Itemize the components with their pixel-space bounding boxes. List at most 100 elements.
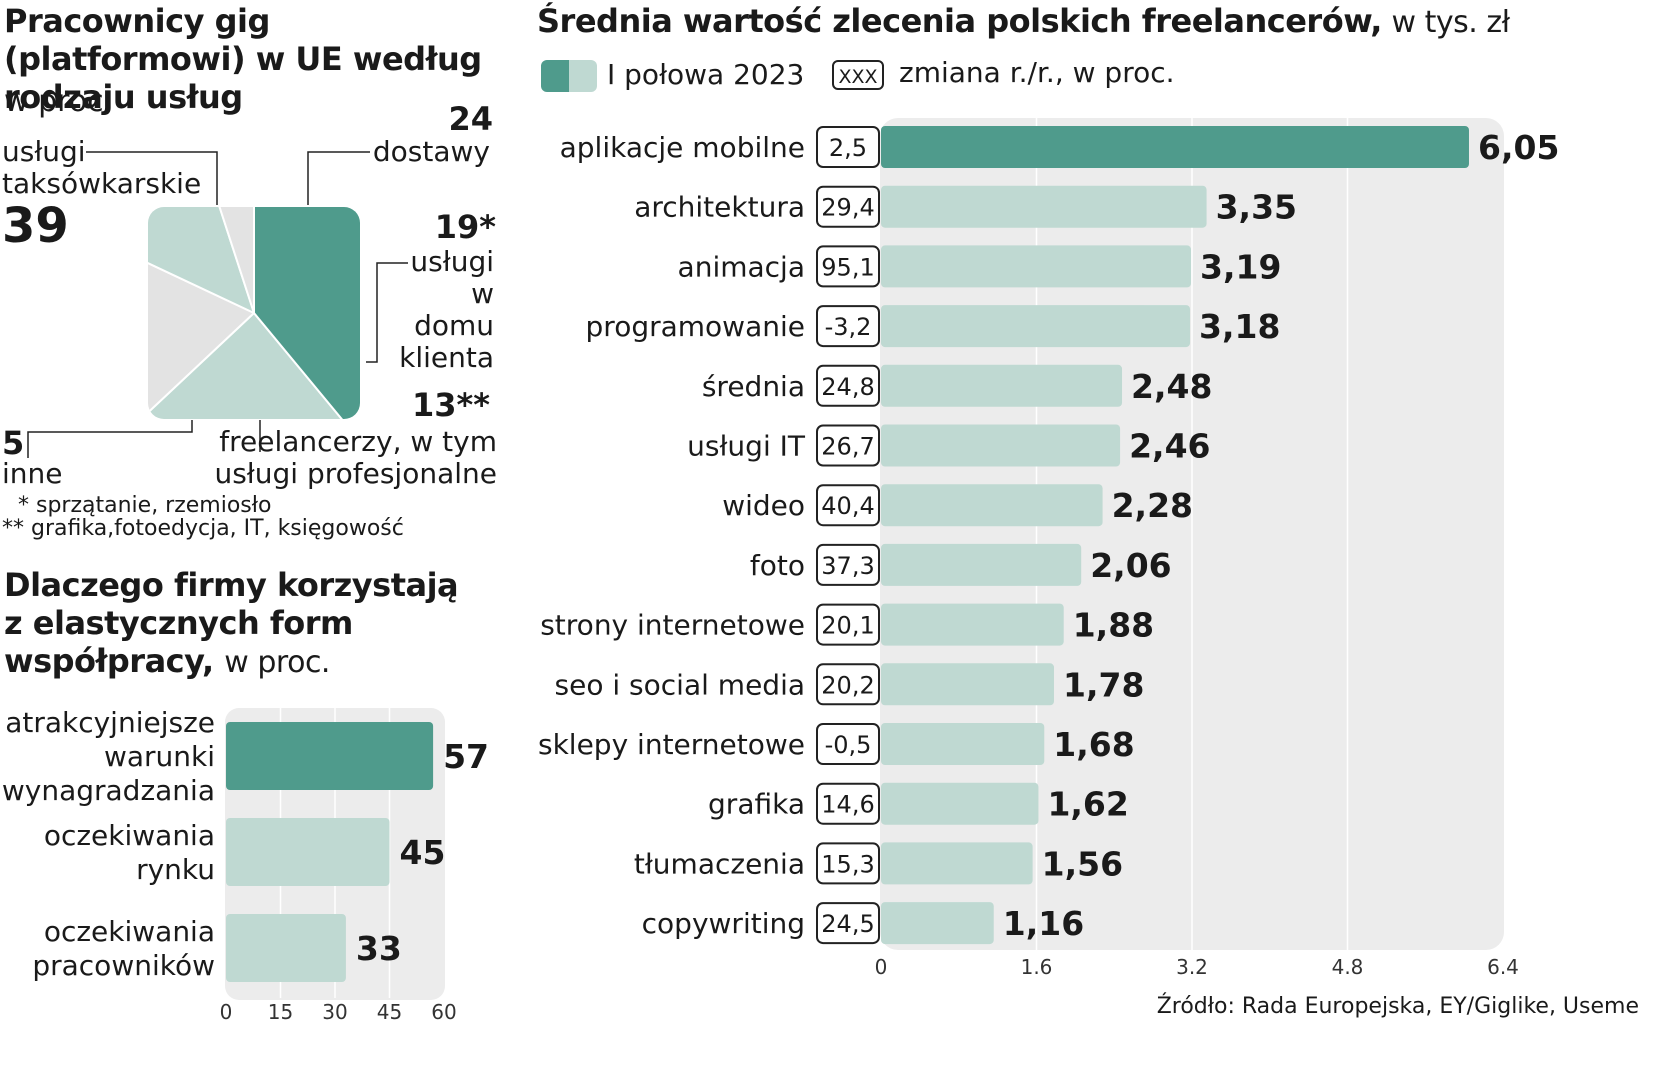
legend-label-change: zmiana r./r., w proc.: [899, 56, 1175, 89]
main-chart: 6,05 2,5 aplikacje mobilne 3,35 29,4 architek…: [538, 118, 1559, 979]
reasons-category-label: rynku: [136, 853, 215, 886]
main-category-label: programowanie: [586, 310, 805, 343]
main-change-value: 95,1: [821, 253, 874, 281]
pie-note-2: ** grafika,fotoedycja, IT, księgowość: [2, 516, 404, 541]
main-change-box: [816, 902, 880, 945]
reasons-category-label: oczekiwania: [44, 915, 215, 948]
main-title: Średnia wartość zlecenia polskich freela…: [537, 2, 1510, 40]
main-change-box: [816, 185, 880, 228]
pie-value-delivery: 24: [448, 100, 493, 138]
main-change-value: 15,3: [821, 850, 874, 878]
pie-label-other: inne: [2, 457, 63, 490]
pie-slice-other: [200, 207, 255, 314]
main-value-label: 1,56: [1042, 844, 1123, 883]
pie-chart: [27, 151, 408, 458]
main-category-label: seo i social media: [555, 668, 805, 701]
main-value-label: 1,68: [1053, 725, 1134, 764]
main-bar: [881, 126, 1469, 168]
reasons-bar: [226, 818, 390, 886]
main-category-label: usługi IT: [687, 430, 806, 463]
pie-value-taxi: 39: [2, 198, 69, 254]
main-category-label: architektura: [634, 191, 805, 224]
main-change-value: -3,2: [825, 313, 872, 341]
legend-swatch-dark: [541, 60, 569, 92]
main-value-label: 3,35: [1216, 188, 1297, 227]
main-change-box: [816, 782, 880, 825]
main-category-label: foto: [750, 549, 805, 582]
legend-label-half-2023: I połowa 2023: [607, 58, 805, 91]
main-category-label: wideo: [722, 489, 805, 522]
main-value-label: 1,62: [1047, 785, 1128, 824]
legend-swatch-light: [569, 60, 597, 92]
main-change-value: 26,7: [821, 433, 874, 461]
main-tick-label: 3.2: [1176, 955, 1208, 979]
main-change-value: 14,6: [821, 791, 874, 819]
main-value-label: 3,19: [1200, 247, 1281, 286]
reasons-tick-label: 60: [431, 1000, 456, 1024]
main-tick-label: 1.6: [1021, 955, 1053, 979]
main-category-label: aplikacje mobilne: [560, 131, 805, 164]
main-tick-label: 6.4: [1487, 955, 1519, 979]
main-category-label: tłumaczenia: [634, 847, 805, 880]
main-bar: [881, 245, 1192, 288]
main-change-value: 24,8: [821, 373, 874, 401]
reasons-tick-label: 30: [322, 1000, 347, 1024]
pie-slice-delivery: [148, 311, 360, 419]
reasons-tick-label: 0: [220, 1000, 233, 1024]
main-bar: [881, 484, 1103, 527]
main-bar: [881, 364, 1123, 407]
main-category-label: średnia: [702, 370, 805, 403]
main-bar: [881, 723, 1045, 765]
pie-value-home-services: 19*: [434, 208, 496, 246]
main-change-box: [816, 603, 880, 646]
reasons-tick-label: 45: [377, 1000, 402, 1024]
main-change-box: [816, 663, 880, 706]
main-change-box: [816, 543, 880, 586]
pie-slice-home-services: [148, 239, 256, 419]
main-change-value: 24,5: [821, 910, 874, 938]
pie-label-taxi: usługi taksówkarskie: [2, 135, 202, 200]
main-change-box: [816, 364, 880, 407]
main-change-box: [816, 424, 880, 467]
reasons-value-label: 57: [443, 737, 489, 776]
pie-title: Pracownicy gig (platformowi) w UE według…: [4, 2, 482, 116]
leader-home: [366, 262, 408, 363]
reasons-value-label: 45: [400, 833, 446, 872]
main-bar: [881, 782, 1039, 825]
main-bar: [881, 842, 1033, 885]
main-bar: [881, 902, 994, 945]
pie-note-1: * sprzątanie, rzemiosło: [18, 493, 272, 518]
main-bar: [881, 543, 1082, 586]
main-change-value: 40,4: [821, 492, 874, 520]
main-value-label: 1,88: [1073, 606, 1154, 645]
reasons-value-label: 33: [356, 929, 402, 968]
main-tick-label: 4.8: [1332, 955, 1364, 979]
main-change-box: [816, 842, 880, 885]
main-change-value: 2,5: [829, 134, 867, 162]
pie-slice-freelancers: [148, 207, 256, 315]
pie-label-freelancers: freelancerzy, w tym usługi profesjonalne: [214, 425, 497, 490]
main-change-box: [816, 723, 880, 765]
main-tick-label: 0: [875, 955, 888, 979]
reasons-category-label: wynagradzania: [2, 774, 215, 807]
pie-label-delivery: dostawy: [372, 135, 490, 168]
main-category-label: strony internetowe: [540, 609, 805, 642]
reasons-category-label: warunki: [104, 740, 215, 773]
main-change-box: [816, 245, 880, 288]
source-note: Źródło: Rada Europejska, EY/Giglike, Use…: [1156, 994, 1639, 1019]
legend: I połowa 2023 XXX zmiana r./r., w proc.: [541, 56, 1241, 96]
main-value-label: 2,48: [1131, 367, 1212, 406]
main-bar: [881, 305, 1191, 348]
leader-other: [27, 420, 193, 458]
main-value-label: 1,78: [1063, 665, 1144, 704]
main-value-label: 2,06: [1090, 546, 1171, 585]
main-category-label: grafika: [708, 788, 805, 821]
main-value-label: 3,18: [1199, 307, 1280, 346]
main-change-value: 20,1: [821, 612, 874, 640]
pie-value-other: 5: [2, 424, 25, 462]
legend-change-box: XXX: [832, 60, 884, 90]
main-bar: [881, 663, 1054, 706]
main-value-label: 2,28: [1112, 486, 1193, 525]
main-bar: [881, 424, 1121, 467]
